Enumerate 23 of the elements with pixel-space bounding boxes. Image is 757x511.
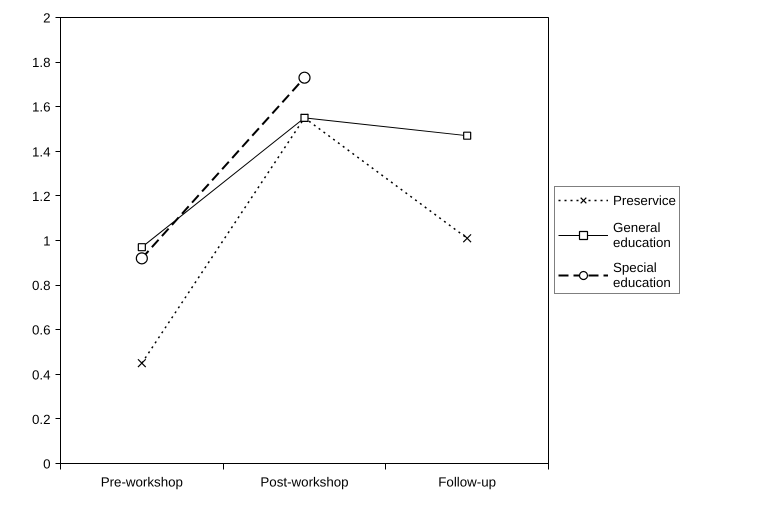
y-tick-label: 1: [43, 234, 51, 248]
x-tick-label: Follow-up: [438, 474, 496, 490]
y-tick-label: 0: [43, 456, 51, 472]
x-tick-label: Pre-workshop: [100, 474, 183, 490]
point: [138, 243, 146, 252]
point: [136, 252, 148, 264]
y-tick-label: 2: [43, 10, 51, 26]
y-tick-label: 0.2: [32, 412, 51, 427]
legend-label: Special education: [613, 260, 671, 290]
point: [462, 234, 472, 243]
legend-label: General education: [613, 220, 671, 250]
point: [463, 132, 472, 140]
y-tick-label: 0.4: [32, 367, 52, 382]
y-tick-label: 0.8: [32, 278, 51, 294]
y-tick-label: 1.6: [32, 100, 51, 115]
x-tick-label: Post-workshop: [260, 474, 349, 490]
y-tick-label: 1.8: [32, 55, 51, 70]
y-tick-label: 1.2: [32, 188, 51, 204]
y-tick-label: 0.6: [32, 322, 51, 338]
point: [298, 72, 311, 84]
point: [137, 358, 146, 368]
legend-label: Preservice: [613, 192, 676, 208]
y-tick-label: 1.4: [32, 144, 52, 160]
